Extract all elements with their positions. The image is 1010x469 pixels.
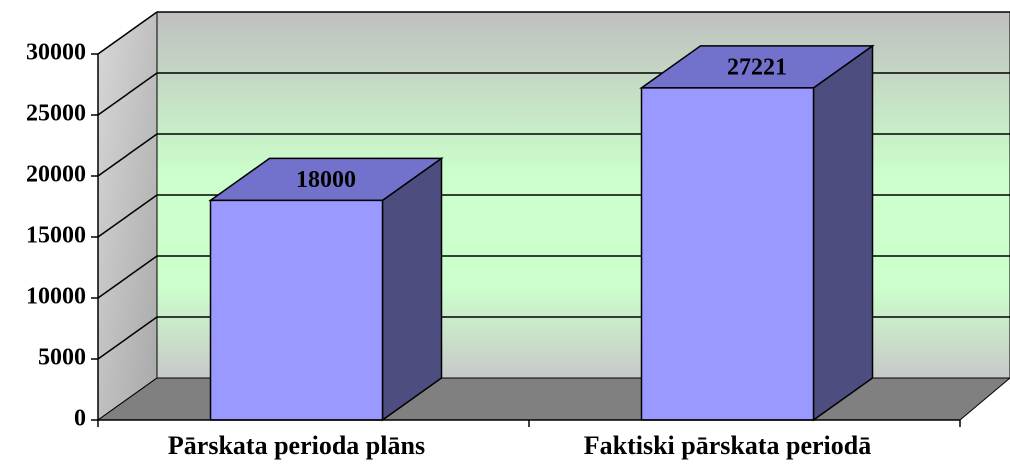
bar bbox=[209, 199, 384, 421]
grid-line bbox=[97, 316, 158, 360]
grid-line bbox=[97, 72, 158, 116]
x-tick-label: Pārskata perioda plāns bbox=[168, 431, 425, 460]
bar-side bbox=[381, 156, 443, 422]
y-tick-label: 10000 bbox=[26, 284, 86, 310]
value-label: 18000 bbox=[296, 167, 356, 193]
grid-line bbox=[97, 133, 158, 177]
grid-line bbox=[97, 255, 158, 299]
y-tick-label: 30000 bbox=[26, 40, 86, 66]
value-label: 27221 bbox=[727, 54, 787, 80]
y-tick-label: 0 bbox=[74, 406, 86, 432]
bar bbox=[640, 87, 815, 421]
grid-line bbox=[97, 11, 158, 55]
y-tick-label: 5000 bbox=[38, 345, 86, 371]
grid-line bbox=[97, 194, 158, 238]
y-tick-label: 20000 bbox=[26, 162, 86, 188]
y-tick-label: 25000 bbox=[26, 101, 86, 127]
bar-side bbox=[812, 44, 874, 422]
x-tick-label: Faktiski pārskata periodā bbox=[584, 431, 872, 460]
y-tick-label: 15000 bbox=[26, 223, 86, 249]
